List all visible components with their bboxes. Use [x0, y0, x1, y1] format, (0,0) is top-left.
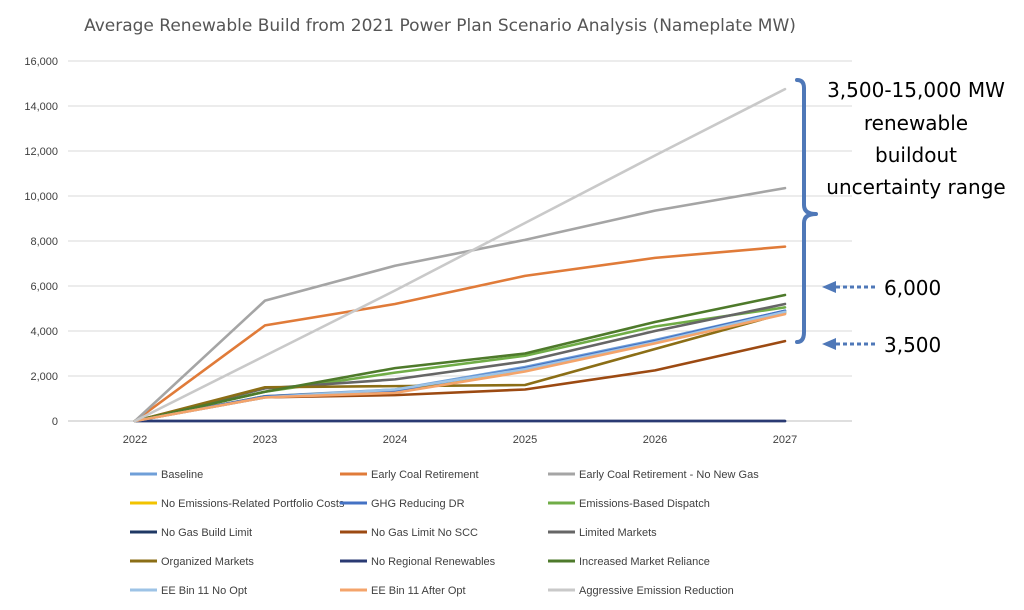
range-label-line-4: uncertainty range	[826, 175, 1005, 199]
marker-6000-label: 6,000	[884, 276, 941, 300]
series-line	[133, 87, 787, 423]
y-tick-label: 8,000	[30, 236, 58, 248]
range-label-line-2: renewable	[864, 111, 968, 135]
y-tick-label: 6,000	[30, 281, 58, 293]
y-tick-label: 10,000	[24, 191, 58, 203]
marker-6000-arrow	[822, 281, 875, 293]
series-line	[133, 310, 787, 423]
legend: Baseline Early Coal Retirement Early Coal …	[130, 469, 759, 597]
y-tick-label: 12,000	[24, 146, 58, 158]
range-label-line-1: 3,500-15,000 MW	[827, 78, 1005, 102]
series-line	[133, 312, 787, 423]
legend-label: Emissions-Based Dispatch	[579, 498, 710, 510]
x-tick-label: 2026	[643, 434, 667, 446]
legend-label: No Gas Limit No SCC	[371, 527, 478, 539]
y-tick-label: 0	[52, 416, 58, 428]
legend-label: Early Coal Retirement - No New Gas	[579, 469, 759, 481]
y-tick-label: 14,000	[24, 101, 58, 113]
legend-label: No Emissions-Related Portfolio Costs	[161, 498, 345, 510]
x-tick-label: 2023	[253, 434, 277, 446]
legend-label: Increased Market Reliance	[579, 556, 710, 568]
series-line	[133, 293, 787, 423]
legend-label: Limited Markets	[579, 527, 657, 539]
grid-lines	[68, 60, 852, 422]
series-line	[133, 186, 787, 423]
x-tick-label: 2027	[773, 434, 797, 446]
legend-label: No Gas Build Limit	[161, 527, 252, 539]
series-line	[133, 311, 787, 423]
marker-3500-label: 3,500	[884, 333, 941, 357]
marker-3500-arrow	[822, 338, 875, 350]
y-tick-label: 2,000	[30, 371, 58, 383]
x-tick-label: 2025	[513, 434, 537, 446]
legend-label: EE Bin 11 No Opt	[161, 585, 247, 597]
legend-label: Baseline	[161, 469, 203, 481]
legend-label: No Regional Renewables	[371, 556, 496, 568]
range-label-line-3: buildout	[875, 143, 957, 167]
annotation: 3,500-15,000 MW renewable buildout uncer…	[795, 78, 1006, 357]
legend-label: GHG Reducing DR	[371, 498, 465, 510]
y-axis: 0 2,000 4,000 6,000 8,000 10,000 12,000 14,000 1…	[24, 56, 58, 428]
legend-label: Organized Markets	[161, 556, 254, 568]
series-lines	[133, 87, 787, 423]
range-bracket	[795, 78, 818, 344]
y-tick-label: 4,000	[30, 326, 58, 338]
chart-title: Average Renewable Build from 2021 Power …	[84, 16, 796, 36]
y-tick-label: 16,000	[24, 56, 58, 68]
legend-label: Aggressive Emission Reduction	[579, 585, 734, 597]
x-axis: 2022 2023 2024 2025 2026 2027	[123, 434, 797, 446]
legend-label: EE Bin 11 After Opt	[371, 585, 466, 597]
x-tick-label: 2022	[123, 434, 147, 446]
series-line	[133, 310, 787, 423]
legend-label: Early Coal Retirement	[371, 469, 479, 481]
x-tick-label: 2024	[383, 434, 407, 446]
series-line	[133, 245, 787, 423]
